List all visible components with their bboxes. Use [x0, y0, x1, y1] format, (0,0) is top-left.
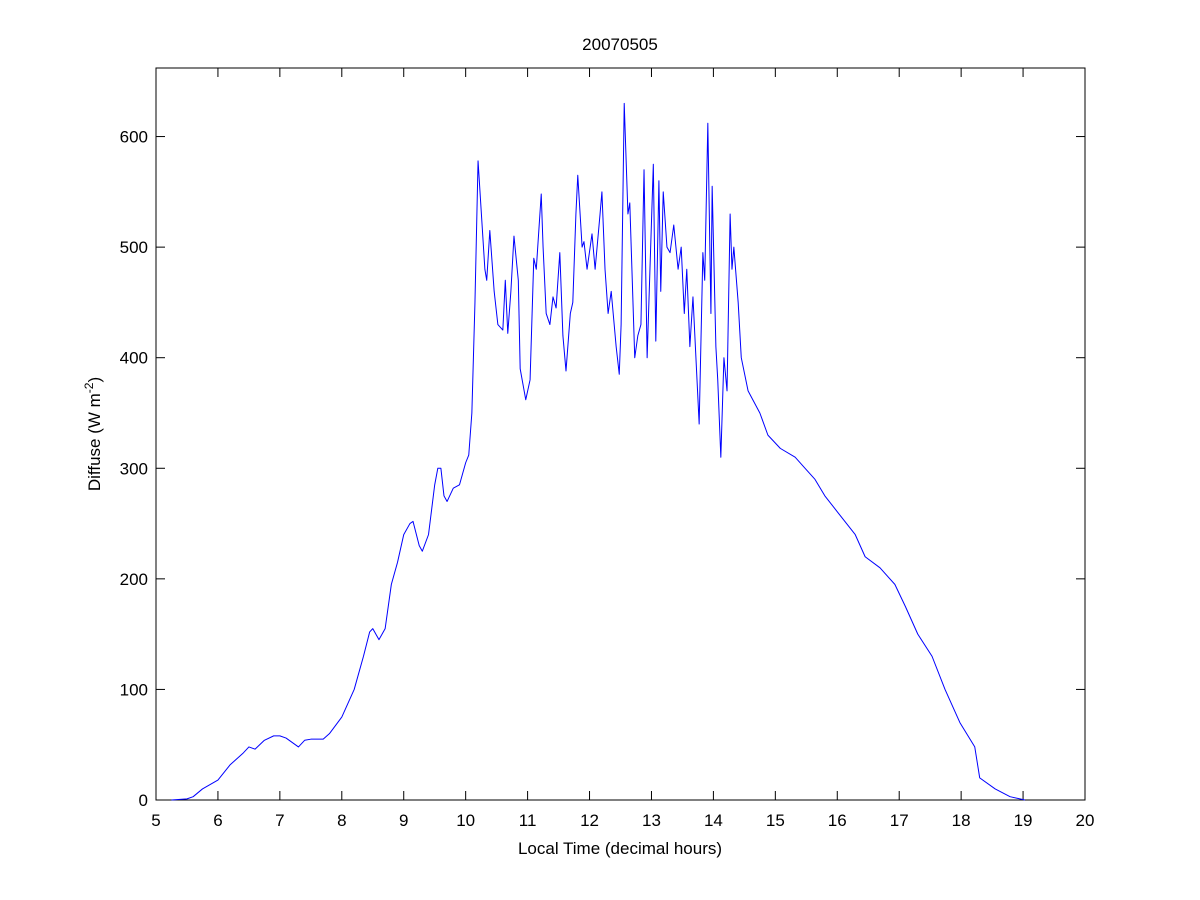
y-tick-label: 200: [120, 570, 148, 589]
x-tick-label: 10: [456, 811, 475, 830]
data-line: [171, 102, 1026, 801]
x-tick-label: 19: [1014, 811, 1033, 830]
y-tick-label: 0: [139, 791, 148, 810]
x-tick-label: 7: [275, 811, 284, 830]
y-tick-label: 600: [120, 128, 148, 147]
x-tick-label: 6: [213, 811, 222, 830]
y-axis-label-text: Diffuse (W m: [85, 393, 104, 491]
chart-title: 20070505: [582, 35, 658, 54]
x-axis-label: Local Time (decimal hours): [518, 839, 722, 858]
x-tick-label: 16: [828, 811, 847, 830]
x-tick-label: 15: [766, 811, 785, 830]
x-tick-label: 8: [337, 811, 346, 830]
x-tick-label: 5: [151, 811, 160, 830]
x-tick-label: 9: [399, 811, 408, 830]
y-tick-label: 300: [120, 459, 148, 478]
y-axis-label-sup: -2: [82, 382, 96, 393]
x-tick-label: 12: [580, 811, 599, 830]
x-tick-label: 13: [642, 811, 661, 830]
x-tick-label: 18: [952, 811, 971, 830]
x-tick-label: 17: [890, 811, 909, 830]
y-axis-label: Diffuse (W m-2): [82, 377, 104, 491]
x-tick-label: 11: [519, 811, 537, 830]
x-tick-label: 14: [704, 811, 723, 830]
x-tick-label: 20: [1076, 811, 1095, 830]
y-tick-label: 500: [120, 238, 148, 257]
plot-frame: [155, 67, 1086, 801]
y-tick-label: 100: [120, 680, 148, 699]
y-axis-label-close: ): [85, 377, 104, 383]
y-tick-label: 400: [120, 349, 148, 368]
